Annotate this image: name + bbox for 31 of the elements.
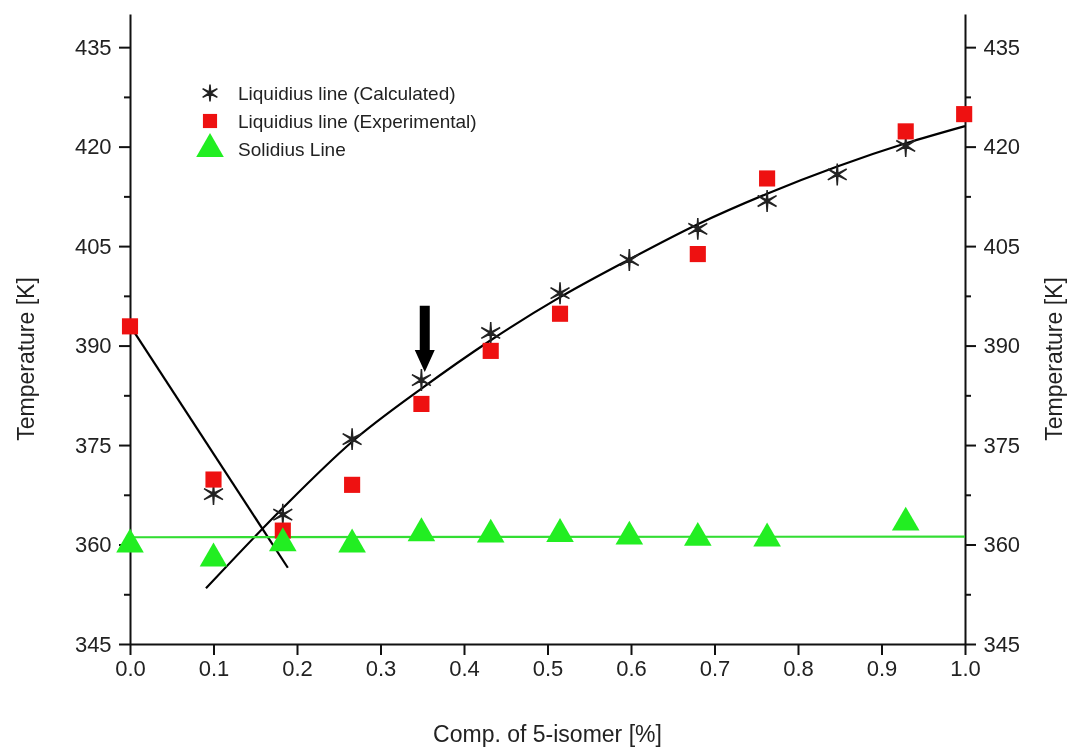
x-tick-label: 1.0 [950, 655, 981, 681]
x-tick-label: 0.9 [866, 655, 898, 681]
y2-tick-label: 345 [983, 631, 1021, 657]
y-tick-label: 405 [74, 233, 112, 259]
y2-tick-label: 420 [983, 134, 1021, 160]
x-tick-label: 0.6 [616, 655, 647, 681]
x-tick-label: 0.5 [532, 655, 564, 681]
x-tick-label: 0.1 [198, 655, 230, 681]
y2-tick-label: 435 [983, 34, 1021, 60]
x-tick-label: 0.4 [449, 655, 480, 681]
y2-tick-label: 375 [983, 432, 1021, 458]
y-tick-label: 435 [74, 34, 112, 60]
legend-label: Liquidius line (Experimental) [238, 110, 477, 132]
x-tick-label: 0.2 [282, 655, 313, 681]
legend-label: Liquidius line (Calculated) [238, 82, 456, 104]
y2-tick-label: 390 [983, 333, 1021, 359]
y-tick-label: 390 [74, 333, 112, 359]
x-tick-label: 0.3 [365, 655, 397, 681]
legend-label: Solidius Line [238, 138, 346, 160]
y2-axis-title: Temperature [K] [1041, 277, 1067, 441]
y2-tick-label: 405 [983, 233, 1021, 259]
y-tick-label: 420 [74, 134, 112, 160]
x-axis-title: Comp. of 5-isomer [%] [433, 721, 662, 747]
x-tick-label: 0.7 [699, 655, 731, 681]
y-tick-label: 360 [74, 532, 112, 558]
x-tick-label: 0.0 [115, 655, 146, 681]
x-tick-label: 0.8 [783, 655, 814, 681]
y2-tick-label: 360 [983, 532, 1021, 558]
y-axis-title: Temperature [K] [13, 277, 39, 441]
y-tick-label: 345 [74, 631, 112, 657]
y-tick-label: 375 [74, 432, 112, 458]
